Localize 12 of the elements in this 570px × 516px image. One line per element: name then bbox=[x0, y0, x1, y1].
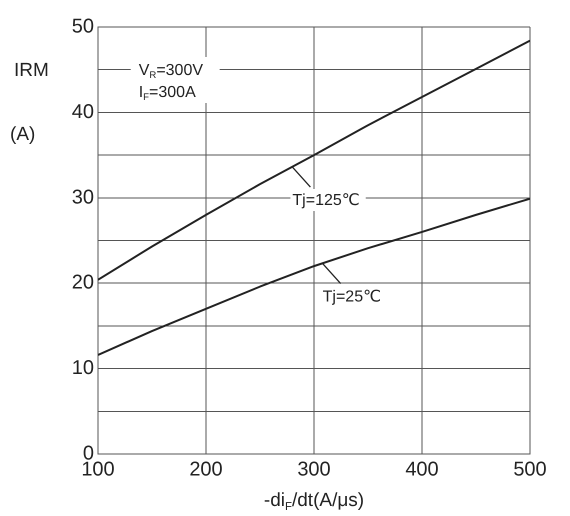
y-tick-label: 10 bbox=[72, 357, 94, 380]
annotation: Tj=25℃ bbox=[322, 288, 382, 306]
x-tick-label: 400 bbox=[405, 458, 439, 481]
text: IRM (A) bbox=[10, 60, 49, 146]
x-tick-label: 500 bbox=[513, 458, 547, 481]
x-tick-label: 300 bbox=[297, 458, 331, 481]
y-tick-label: 40 bbox=[72, 100, 94, 123]
y-tick-label: 30 bbox=[72, 186, 94, 208]
x-tick-label: 200 bbox=[189, 458, 223, 481]
y-tick-label: 50 bbox=[72, 16, 94, 38]
y-tick-label: 20 bbox=[72, 272, 94, 294]
annotation: Tj=125℃ bbox=[292, 192, 360, 210]
